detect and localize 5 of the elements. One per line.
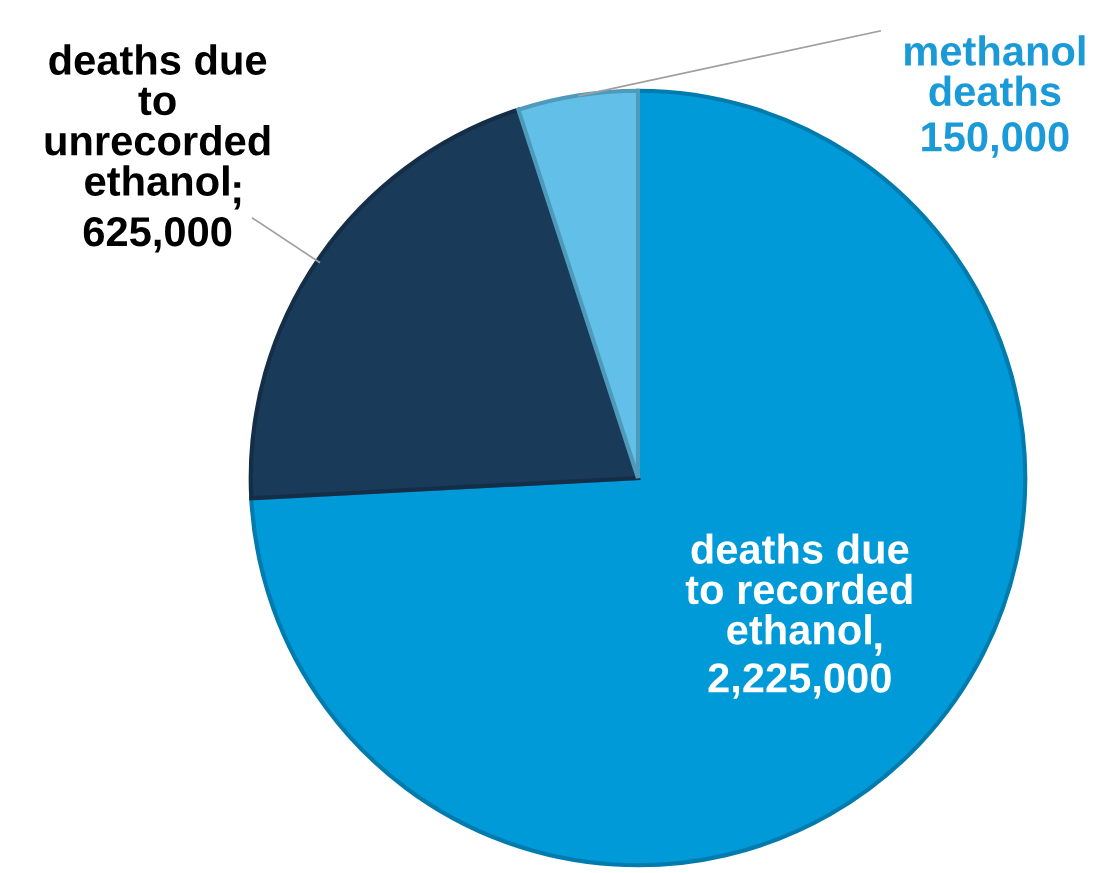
data-label: 2,225,000 (708, 663, 891, 699)
data-label: 625,000 (83, 216, 232, 253)
data-label: 150,000 (922, 122, 1069, 158)
slice-label: methanol deaths (905, 35, 1085, 107)
text: , (875, 643, 882, 656)
